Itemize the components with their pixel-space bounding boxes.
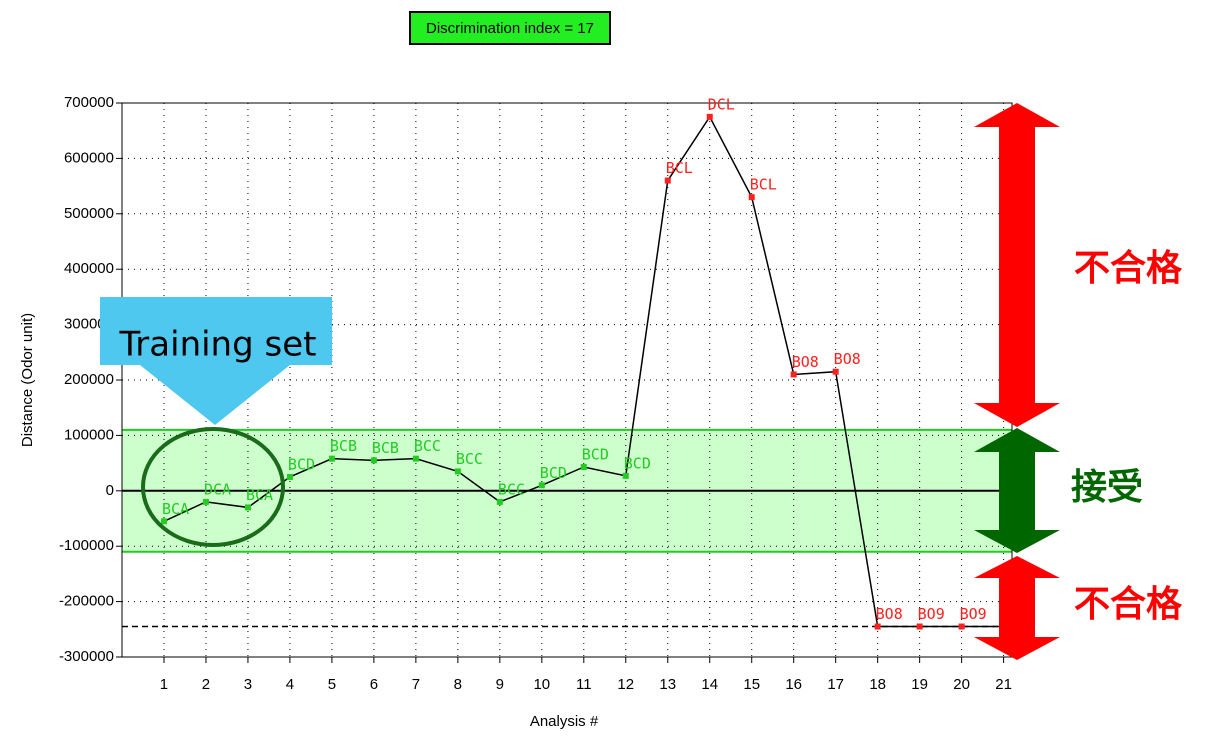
title-box: [409, 11, 611, 45]
reject-arrow: [974, 103, 1060, 427]
x-tick-label: 17: [827, 676, 844, 693]
data-point: [874, 623, 881, 630]
x-axis-label: Analysis #: [530, 713, 599, 730]
y-tick-label: 100000: [64, 426, 114, 443]
data-point: [244, 504, 251, 511]
x-tick-label: 5: [328, 676, 336, 693]
point-label: BCB: [372, 439, 399, 457]
x-tick-label: 8: [454, 676, 462, 693]
reject-label: 不合格: [1074, 584, 1183, 625]
point-label: BCD: [624, 454, 651, 472]
x-tick-label: 18: [869, 676, 886, 693]
training-label: Training set: [119, 325, 317, 365]
point-label: BCD: [288, 455, 315, 473]
accept-label: 接受: [1071, 467, 1143, 508]
x-tick-label: 11: [576, 676, 592, 693]
data-point: [622, 472, 629, 479]
point-label: BO8: [834, 350, 861, 368]
data-point: [580, 463, 587, 470]
point-label: BCA: [246, 486, 273, 504]
point-label: DCA: [204, 480, 231, 498]
y-tick-label: 0: [106, 482, 114, 499]
x-tick-label: 15: [743, 676, 760, 693]
chart-title: Discrimination index = 17: [426, 20, 594, 37]
point-label: BO8: [876, 605, 903, 623]
point-label: BCD: [582, 445, 609, 463]
data-point: [538, 482, 545, 489]
x-tick-label: 7: [412, 676, 420, 693]
point-label: BCC: [414, 437, 441, 455]
data-point: [748, 194, 755, 201]
reject-label: 不合格: [1074, 248, 1183, 289]
y-tick-label: 700000: [64, 94, 114, 111]
data-point: [412, 455, 419, 462]
data-point: [160, 518, 167, 525]
y-tick-label: -300000: [59, 648, 114, 665]
x-tick-label: 12: [617, 676, 634, 693]
point-label: BO9: [918, 605, 945, 623]
x-tick-label: 1: [160, 676, 168, 693]
data-point: [328, 455, 335, 462]
x-tick-label: 20: [953, 676, 970, 693]
y-axis-label: Distance (Odor unit): [19, 313, 36, 447]
data-point: [370, 457, 377, 464]
x-tick-label: 16: [785, 676, 802, 693]
training-ellipse: [141, 427, 285, 547]
data-point: [496, 498, 503, 505]
x-tick-label: 14: [701, 676, 718, 693]
data-point: [706, 113, 713, 120]
point-label: DCL: [708, 95, 735, 113]
data-point: [664, 177, 671, 184]
y-tick-label: 400000: [64, 260, 114, 277]
reject-arrow: [974, 556, 1060, 660]
point-label: BO8: [792, 353, 819, 371]
point-label: BCL: [666, 159, 693, 177]
x-tick-label: 6: [370, 676, 378, 693]
data-point: [790, 371, 797, 378]
x-tick-label: 2: [202, 676, 210, 693]
x-tick-label: 3: [244, 676, 252, 693]
point-label: BCL: [750, 176, 777, 194]
point-label: BCB: [330, 437, 357, 455]
accept-arrow: [974, 428, 1060, 553]
point-label: BCC: [456, 450, 483, 468]
data-point: [202, 498, 209, 505]
point-label: BO9: [960, 605, 987, 623]
x-tick-label: 13: [659, 676, 676, 693]
x-tick-label: 21: [995, 676, 1012, 693]
x-tick-label: 19: [911, 676, 928, 693]
data-point: [832, 368, 839, 375]
training-arrow: [100, 297, 332, 425]
data-point: [916, 623, 923, 630]
y-tick-label: -200000: [59, 593, 114, 610]
y-tick-label: -100000: [59, 537, 114, 554]
data-point: [286, 473, 293, 480]
point-label: BCC: [498, 480, 525, 498]
data-point: [958, 623, 965, 630]
point-label: BCA: [162, 500, 189, 518]
data-point: [454, 468, 461, 475]
y-tick-label: 600000: [64, 149, 114, 166]
x-tick-label: 10: [533, 676, 550, 693]
y-tick-label: 500000: [64, 205, 114, 222]
x-tick-label: 4: [286, 676, 294, 693]
y-tick-label: 200000: [64, 371, 114, 388]
point-label: BCD: [540, 464, 567, 482]
x-tick-label: 9: [496, 676, 504, 693]
